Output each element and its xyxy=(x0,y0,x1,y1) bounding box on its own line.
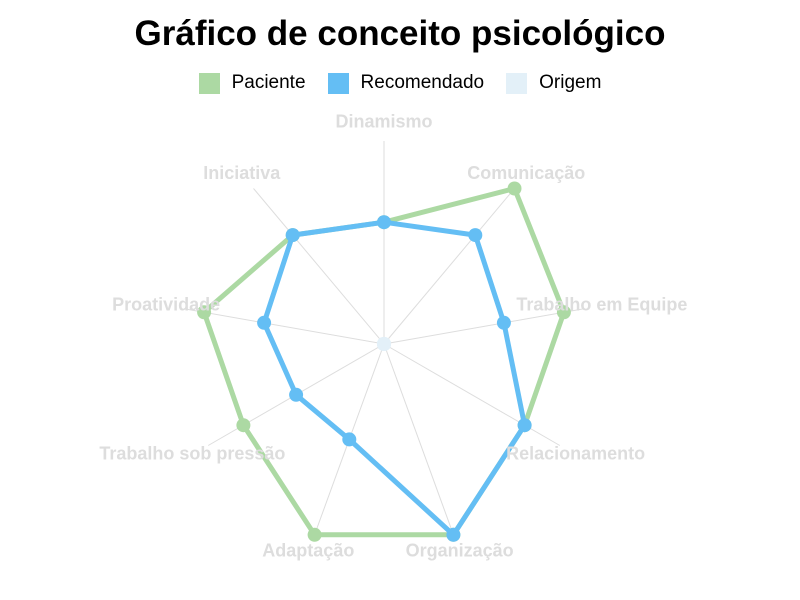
axis-spoke-organizacao xyxy=(383,343,454,535)
axis-label-organizacao: Organização xyxy=(406,541,514,561)
axis-spoke-comunicacao xyxy=(383,188,515,345)
legend-item-recomendado[interactable]: Recomendado xyxy=(327,72,485,94)
point-recomendado-organizacao[interactable] xyxy=(446,527,461,542)
legend-item-paciente[interactable]: Paciente xyxy=(198,72,306,94)
axis-label-dinamismo: Dinamismo xyxy=(335,111,432,131)
legend-label-paciente: Paciente xyxy=(231,72,306,93)
axis-spoke-trabalho-em-equipe xyxy=(383,308,585,345)
chart-title: Gráfico de conceito psicológico xyxy=(134,14,666,53)
point-recomendado-iniciativa[interactable] xyxy=(285,228,300,243)
point-recomendado-adaptacao[interactable] xyxy=(342,432,357,447)
point-paciente-trabalho-sob-pressao[interactable] xyxy=(236,418,251,433)
axis-label-trabalho-em-equipe: Trabalho em Equipe xyxy=(516,294,687,314)
series-line-recomendado xyxy=(261,219,528,538)
axis-spoke-proatividade xyxy=(183,308,385,345)
series-recomendado xyxy=(257,215,532,542)
point-paciente-comunicacao[interactable] xyxy=(507,181,522,196)
legend-label-origem: Origem xyxy=(539,72,602,93)
point-recomendado-trabalho-sob-pressao[interactable] xyxy=(289,387,304,402)
axis-spoke-iniciativa xyxy=(253,188,385,345)
point-recomendado-relacionamento[interactable] xyxy=(517,418,532,433)
legend-swatch-origem xyxy=(506,72,528,94)
legend-swatch-paciente xyxy=(198,72,220,94)
legend-label-recomendado: Recomendado xyxy=(360,72,485,93)
series-line-paciente xyxy=(201,186,567,538)
legend-swatch-recomendado xyxy=(327,72,349,94)
series-origem xyxy=(377,337,391,351)
axis-labels: Dinamismo Comunicação Trabalho em Equipe Re… xyxy=(99,111,687,560)
point-paciente-proatividade[interactable] xyxy=(197,305,212,320)
axis-label-proatividade: Proatividade xyxy=(112,294,220,314)
point-origem-iniciativa[interactable] xyxy=(377,337,391,351)
axis-label-comunicacao: Comunicação xyxy=(467,163,585,183)
radar-series-layer xyxy=(197,181,571,542)
legend: Paciente Recomendado Origem xyxy=(0,72,800,94)
axis-label-trabalho-sob-pressao: Trabalho sob pressão xyxy=(99,443,285,463)
point-paciente-trabalho-em-equipe[interactable] xyxy=(556,305,571,320)
axis-label-relacionamento: Relacionamento xyxy=(506,443,645,463)
radar-grid xyxy=(183,141,585,535)
point-recomendado-proatividade[interactable] xyxy=(257,315,272,330)
point-recomendado-comunicacao[interactable] xyxy=(468,228,483,243)
axis-label-adaptacao: Adaptação xyxy=(262,541,354,561)
legend-item-origem[interactable]: Origem xyxy=(506,72,601,94)
point-recomendado-dinamismo[interactable] xyxy=(377,215,391,230)
point-recomendado-trabalho-em-equipe[interactable] xyxy=(496,315,511,330)
axis-label-iniciativa: Iniciativa xyxy=(203,163,281,183)
point-paciente-adaptacao[interactable] xyxy=(307,527,322,542)
